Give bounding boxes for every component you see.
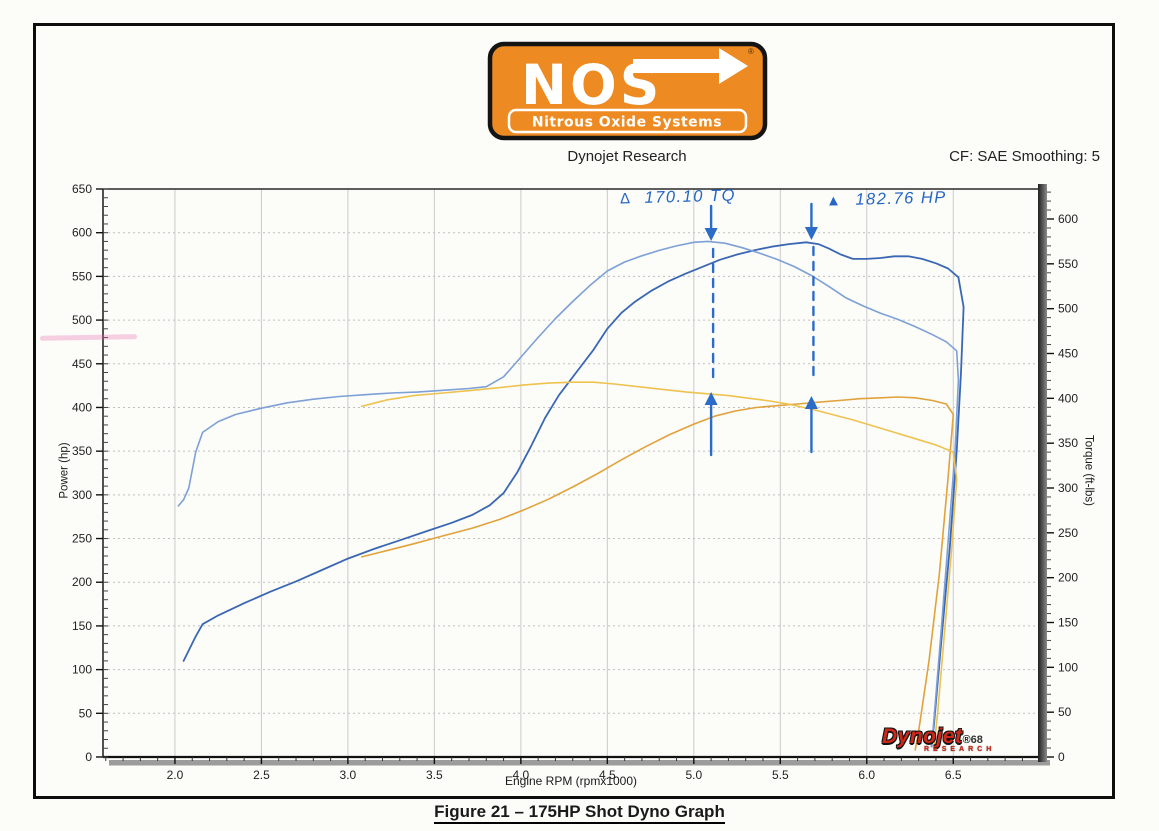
right-tick-label: 450 — [1058, 347, 1078, 361]
delta-value-text: 170.10 TQ — [644, 186, 737, 207]
up-arrow-head — [804, 396, 818, 409]
right-tick-label: 150 — [1058, 616, 1078, 630]
x-tick-label: 2.0 — [167, 768, 184, 782]
plot-frame — [102, 184, 1050, 766]
right-tick-label: 550 — [1058, 257, 1078, 271]
left-tick-label: 500 — [72, 313, 92, 327]
delta-symbol: ▲ — [825, 192, 843, 210]
right-tick-label: 300 — [1058, 481, 1078, 495]
curve-torque-baseline — [360, 381, 958, 748]
handwritten-delta-label-torque: Δ 170.10 TQ — [620, 186, 736, 208]
left-tick-label: 300 — [72, 488, 92, 502]
left-tick-label: 400 — [72, 400, 92, 414]
dynojet-watermark-registered: ® — [962, 734, 971, 746]
left-tick-label: 50 — [79, 706, 93, 720]
pen-annotation-0 — [704, 204, 718, 457]
right-tick-label: 400 — [1058, 391, 1078, 405]
nos-registered-mark: ® — [748, 47, 754, 56]
right-tick-label: 50 — [1058, 705, 1072, 719]
left-tick-label: 200 — [72, 575, 92, 589]
right-axis-bar — [1038, 184, 1047, 762]
pen-annotation-1 — [804, 202, 818, 454]
left-tick-label: 550 — [72, 269, 92, 283]
dynojet-watermark-brand: Dynojet — [882, 725, 963, 748]
nos-banner-text: Nitrous Oxide Systems — [532, 115, 722, 131]
curve-power-baseline — [360, 396, 955, 751]
nos-arrow-icon — [633, 48, 748, 84]
delta-symbol: Δ — [619, 190, 632, 208]
delta-value-text: 182.76 HP — [855, 188, 948, 209]
curve-torque-nitrous — [177, 240, 960, 748]
figure-caption: Figure 21 – 175HP Shot Dyno Graph — [0, 802, 1159, 824]
left-axis-title: Power (hp) — [58, 442, 71, 499]
dynojet-watermark-research: RESEARCH — [924, 746, 996, 753]
right-tick-label: 250 — [1058, 526, 1078, 540]
right-tick-label: 500 — [1058, 302, 1078, 316]
correction-smoothing-label: CF: SAE Smoothing: 5 — [949, 148, 1100, 165]
gridlines — [103, 188, 1038, 757]
tick-labels: 2.0 2.5 3.0 3.5 4.0 4.5 5.0 5.5 6.0 6.5 0 50 100 150 2… — [72, 182, 1078, 782]
x-tick-label: 6.5 — [945, 768, 962, 782]
right-tick-label: 350 — [1058, 436, 1078, 450]
pen-marks — [704, 202, 818, 457]
left-tick-label: 0 — [85, 750, 92, 764]
nos-banner-outline — [507, 108, 748, 134]
dynojet-watermark-suffix: 68 — [970, 734, 983, 746]
axis-shadow — [109, 760, 1050, 766]
curve-power-nitrous — [182, 241, 965, 748]
nos-logo: NOS ® Nitrous Oxide Systems — [487, 41, 768, 141]
figure-frame — [33, 23, 1115, 799]
lab-name: Dynojet Research — [567, 148, 687, 165]
right-tick-label: 200 — [1058, 571, 1078, 585]
left-tick-label: 350 — [72, 444, 92, 458]
left-tick-label: 650 — [72, 182, 92, 196]
right-tick-label: 100 — [1058, 660, 1078, 674]
x-tick-label: 5.5 — [772, 768, 789, 782]
x-tick-label: 2.5 — [253, 768, 270, 782]
nos-logo-graphic: NOS ® Nitrous Oxide Systems — [487, 41, 768, 141]
left-tick-label: 100 — [72, 663, 92, 677]
left-tick-label: 600 — [72, 226, 92, 240]
left-tick-label: 450 — [72, 357, 92, 371]
dynojet-watermark: Dynojet®68 RESEARCH — [882, 726, 1052, 753]
right-axis-title: Torque (ft-lbs) — [1082, 435, 1095, 506]
handwritten-delta-label-power: ▲ 182.76 HP — [826, 188, 947, 210]
x-tick-label: 4.0 — [513, 768, 530, 782]
x-tick-label: 5.0 — [685, 768, 702, 782]
x-tick-label: 4.5 — [599, 768, 616, 782]
left-tick-label: 150 — [72, 619, 92, 633]
right-tick-label: 0 — [1058, 750, 1065, 764]
up-arrow-head — [704, 392, 718, 405]
down-arrow-head — [704, 228, 718, 241]
figure-caption-text: Figure 21 – 175HP Shot Dyno Graph — [434, 802, 725, 824]
x-tick-label: 6.0 — [858, 768, 875, 782]
right-tick-label: 600 — [1058, 212, 1078, 226]
dyno-curves — [177, 240, 965, 751]
x-axis-title: Engine RPM (rpmx1000) — [504, 774, 638, 788]
left-tick-label: 250 — [72, 532, 92, 546]
axis-ticks — [96, 188, 1054, 764]
down-arrow-head — [804, 227, 818, 240]
x-tick-label: 3.5 — [426, 768, 443, 782]
x-tick-label: 3.0 — [340, 768, 357, 782]
